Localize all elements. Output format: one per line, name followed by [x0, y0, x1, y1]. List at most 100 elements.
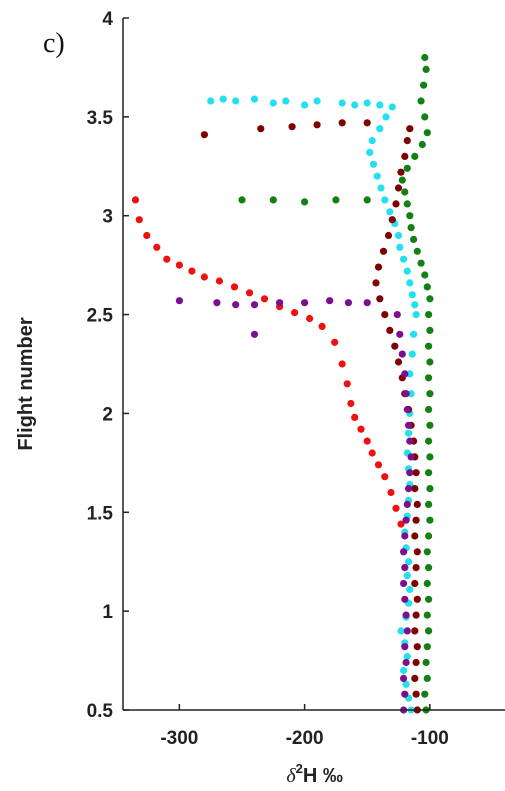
data-point — [410, 330, 418, 338]
data-point — [397, 168, 405, 176]
data-point — [401, 188, 409, 196]
data-point — [401, 564, 409, 572]
data-point — [338, 119, 346, 127]
data-point — [425, 500, 433, 508]
data-point — [374, 263, 383, 271]
data-point — [405, 421, 413, 429]
data-point — [400, 666, 408, 675]
data-point — [417, 259, 425, 267]
data-point — [396, 330, 404, 338]
data-point — [238, 196, 246, 204]
data-point — [422, 65, 430, 73]
data-point — [131, 196, 140, 204]
y-tick-label: 1.5 — [87, 503, 114, 524]
data-point — [200, 131, 208, 139]
data-point — [301, 299, 309, 307]
data-point — [250, 95, 259, 103]
data-point — [363, 99, 371, 107]
data-point — [374, 461, 383, 469]
data-point — [318, 322, 326, 330]
data-point — [260, 295, 269, 303]
data-point — [366, 148, 374, 156]
data-point — [411, 579, 419, 588]
data-point — [313, 121, 321, 129]
data-point — [425, 595, 433, 603]
data-point — [245, 289, 254, 297]
data-point — [423, 283, 431, 291]
data-point — [403, 137, 411, 145]
data-point — [422, 658, 430, 667]
data-point — [413, 548, 421, 556]
data-point — [368, 137, 376, 145]
data-point — [401, 152, 409, 160]
data-point — [381, 196, 389, 204]
data-point — [421, 53, 429, 62]
data-point — [313, 97, 321, 105]
data-point — [403, 572, 411, 580]
data-point — [413, 595, 421, 603]
data-point — [376, 295, 384, 303]
data-point — [351, 413, 359, 421]
data-point — [388, 103, 396, 111]
data-point — [391, 342, 399, 350]
x-axis-label-prefix: δ — [286, 765, 296, 787]
data-point — [423, 548, 431, 556]
data-point — [381, 311, 389, 319]
data-point — [397, 627, 405, 635]
data-point — [394, 358, 403, 366]
data-point — [232, 301, 240, 309]
data-point — [396, 243, 404, 251]
data-point — [425, 469, 433, 477]
data-point — [423, 611, 431, 619]
x-axis-label: δ2H ‰ — [286, 761, 343, 787]
y-tick-label: 0.5 — [87, 701, 114, 722]
data-point — [135, 216, 143, 224]
data-point — [392, 200, 400, 208]
data-point — [250, 330, 259, 338]
data-point — [411, 627, 419, 635]
data-point — [425, 405, 433, 414]
data-point — [338, 360, 346, 368]
data-point — [376, 101, 384, 109]
data-point — [207, 97, 215, 105]
y-tick-label: 2.5 — [87, 306, 114, 327]
data-point — [163, 255, 171, 263]
data-point — [411, 532, 419, 540]
data-point — [400, 255, 408, 263]
data-point — [392, 504, 400, 512]
data-point — [421, 690, 429, 698]
data-point — [413, 643, 421, 651]
data-point — [326, 297, 334, 305]
x-axis-label-superscript: 2 — [296, 761, 303, 776]
data-point — [403, 653, 411, 661]
data-point — [406, 212, 414, 220]
data-point — [403, 500, 411, 508]
data-point — [232, 97, 240, 105]
data-point — [213, 299, 221, 307]
data-point — [412, 311, 420, 319]
data-point — [402, 390, 410, 398]
data-point — [421, 271, 429, 279]
data-point — [393, 311, 401, 319]
data-point — [387, 488, 395, 497]
data-point — [394, 184, 403, 192]
data-point — [331, 338, 339, 346]
data-point — [153, 243, 161, 251]
data-point — [400, 579, 408, 588]
y-tick-label: 3 — [102, 207, 113, 228]
data-point — [426, 453, 434, 461]
data-point — [384, 231, 393, 240]
data-point — [426, 516, 434, 524]
data-point — [426, 358, 434, 366]
data-point — [407, 390, 415, 398]
ticks-layer: 0.5 1 1.5 2 2.5 3 3.5 4 -300 -200 -100 — [87, 9, 449, 749]
panel-label: c) — [43, 28, 65, 59]
data-point — [401, 643, 409, 651]
data-point — [401, 532, 409, 540]
data-point — [363, 119, 371, 127]
y-tick-label: 2 — [102, 404, 113, 425]
data-point — [363, 437, 371, 445]
data-point — [413, 247, 421, 255]
data-point — [175, 261, 183, 269]
